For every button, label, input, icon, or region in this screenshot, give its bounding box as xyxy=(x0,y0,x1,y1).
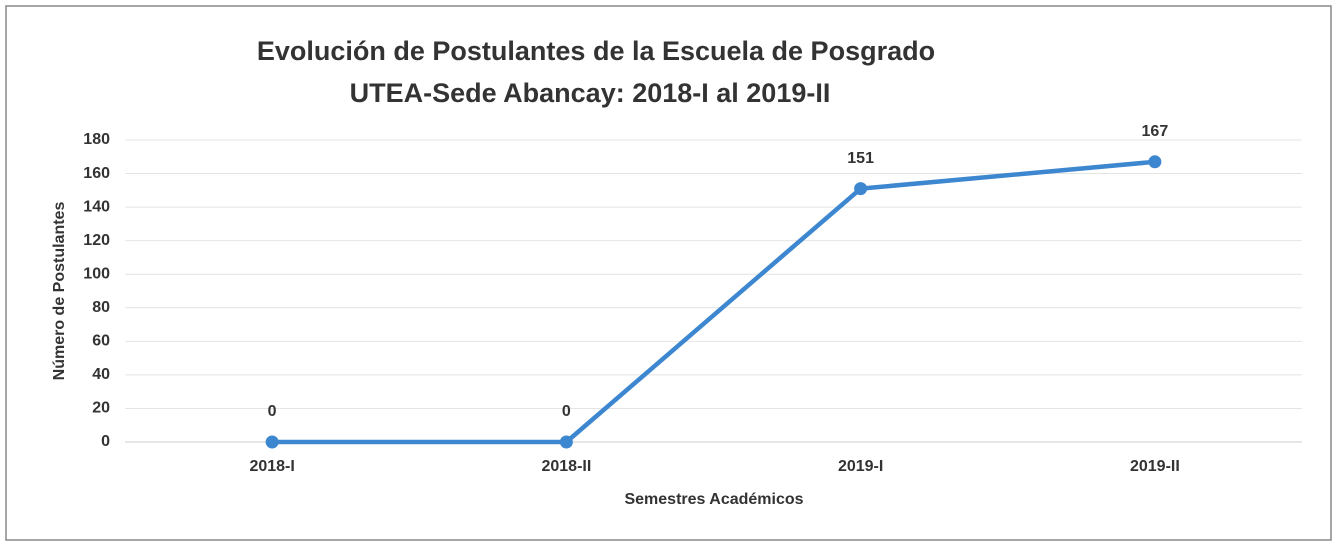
data-label: 167 xyxy=(1142,123,1169,140)
y-tick-label: 80 xyxy=(92,299,110,316)
chart-title: UTEA-Sede Abancay: 2018-I al 2019-II xyxy=(350,78,831,108)
data-label: 151 xyxy=(847,150,874,167)
data-point xyxy=(1148,155,1162,169)
y-tick-label: 20 xyxy=(92,400,110,417)
x-tick-label: 2019-I xyxy=(838,458,883,475)
y-tick-label: 140 xyxy=(83,198,110,215)
x-tick-label: 2018-I xyxy=(249,458,294,475)
y-tick-label: 40 xyxy=(92,366,110,383)
y-tick-label: 160 xyxy=(83,165,110,182)
data-point xyxy=(265,435,279,449)
data-label: 0 xyxy=(562,403,571,420)
data-line xyxy=(272,159,1156,445)
data-point xyxy=(854,182,868,196)
y-tick-label: 100 xyxy=(83,265,110,282)
y-tick-label: 120 xyxy=(83,232,110,249)
chart-title: Evolución de Postulantes de la Escuela d… xyxy=(257,36,935,66)
data-point xyxy=(559,435,573,449)
x-axis-label: Semestres Académicos xyxy=(624,491,803,508)
y-tick-label: 0 xyxy=(101,433,110,450)
x-tick-label: 2019-II xyxy=(1130,458,1180,475)
y-axis-label: Número de Postulantes xyxy=(51,202,68,381)
y-tick-label: 180 xyxy=(83,131,110,148)
chart-border xyxy=(5,5,1332,541)
x-tick-label: 2018-II xyxy=(541,458,591,475)
data-label: 0 xyxy=(268,403,277,420)
y-tick-label: 60 xyxy=(92,333,110,350)
